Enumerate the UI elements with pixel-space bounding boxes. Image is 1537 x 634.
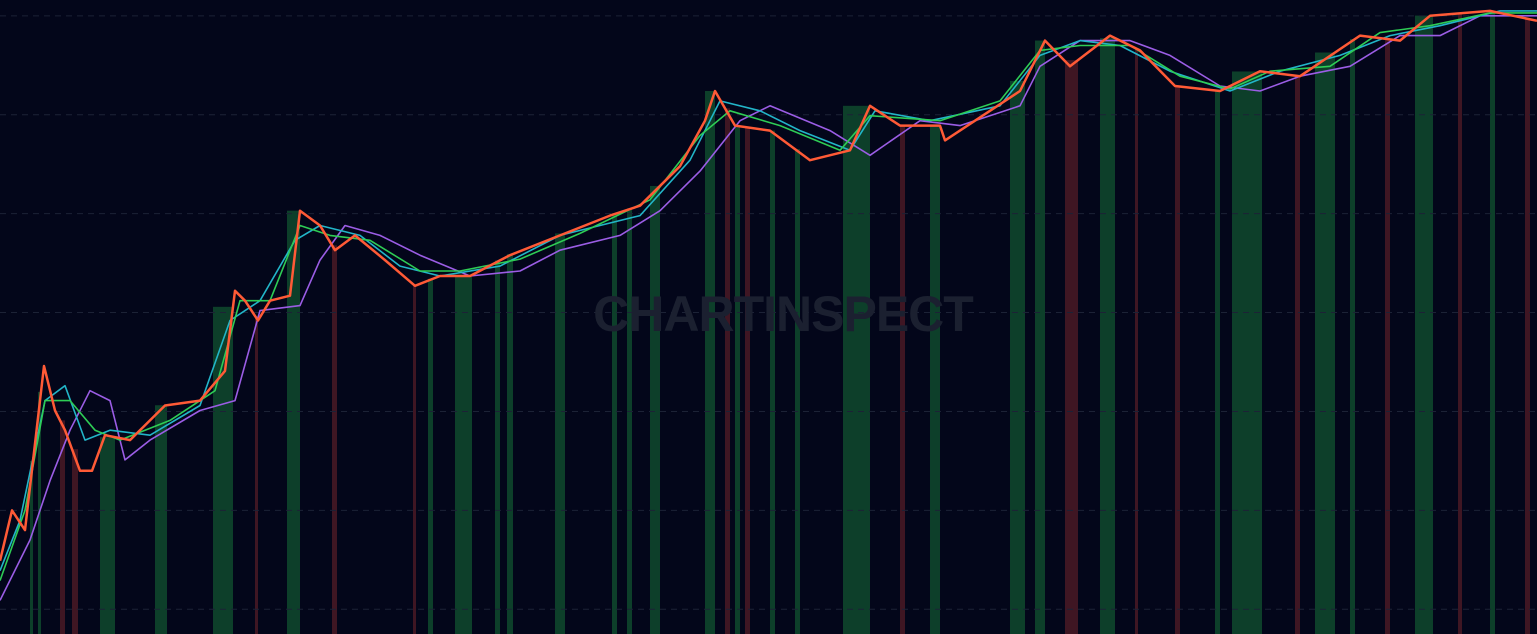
- signal-band: [650, 185, 660, 634]
- signal-band: [507, 253, 513, 634]
- signal-band: [1232, 71, 1262, 634]
- signal-band: [1065, 60, 1078, 634]
- signal-band: [930, 125, 940, 634]
- signal-band: [413, 284, 416, 634]
- signal-band: [900, 125, 905, 634]
- signal-band: [1100, 38, 1115, 634]
- signal-band: [1175, 86, 1180, 634]
- series-line: [0, 10, 1537, 571]
- signal-band: [627, 208, 632, 634]
- signal-band: [1035, 40, 1045, 634]
- signal-band: [1295, 75, 1300, 634]
- signal-band: [770, 130, 775, 634]
- bands: [30, 10, 1530, 634]
- signal-band: [843, 105, 870, 634]
- signal-band: [1458, 13, 1462, 634]
- signal-band: [213, 306, 233, 634]
- signal-band: [725, 108, 730, 634]
- signal-band: [495, 260, 500, 634]
- watermark: CHARTINSPECT: [593, 286, 973, 342]
- signal-band: [287, 210, 300, 634]
- signal-band: [428, 278, 433, 634]
- series-line: [0, 12, 1537, 581]
- signal-band: [1385, 38, 1390, 634]
- signal-band: [30, 461, 33, 634]
- signal-band: [1350, 38, 1355, 634]
- signal-band: [705, 90, 715, 634]
- series-line: [0, 9, 1537, 562]
- signal-band: [255, 315, 258, 634]
- signal-band: [455, 274, 472, 634]
- signal-band: [735, 125, 740, 634]
- signal-band: [1315, 52, 1335, 634]
- signal-band: [1215, 90, 1220, 634]
- signal-band: [332, 245, 337, 634]
- signal-band: [555, 233, 565, 634]
- signal-band: [60, 420, 65, 634]
- signal-band: [1135, 47, 1138, 634]
- signal-band: [1415, 15, 1433, 634]
- signal-band: [72, 449, 78, 634]
- signal-band: [1490, 10, 1495, 634]
- grid: [0, 15, 1537, 610]
- signal-band: [100, 437, 115, 634]
- signal-band: [155, 405, 167, 634]
- signal-band: [795, 149, 800, 634]
- lines: [0, 9, 1537, 601]
- signal-band: [1010, 80, 1025, 634]
- signal-band: [1525, 18, 1530, 634]
- signal-band: [745, 127, 750, 634]
- signal-band: [612, 213, 617, 634]
